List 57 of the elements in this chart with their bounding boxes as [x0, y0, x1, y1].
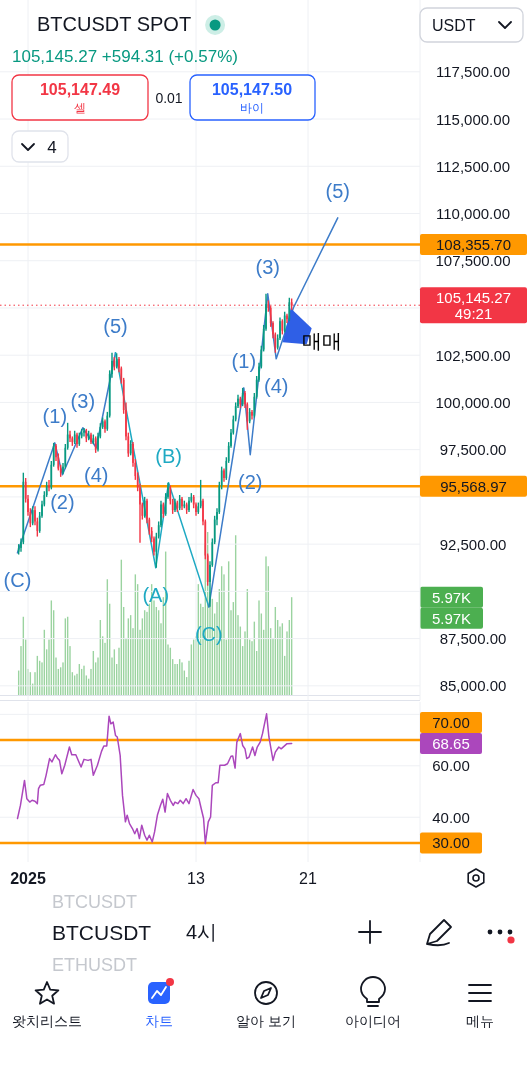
x-tick-label: 2025: [10, 869, 46, 887]
x-tick-label: 21: [299, 869, 317, 887]
annotation: 0.01: [155, 90, 183, 106]
text: BTCUSDT: [52, 920, 152, 944]
annotation: (B): [155, 444, 182, 467]
text: 49:21: [454, 304, 493, 322]
y-tick-label: 97,500.00: [439, 441, 507, 459]
text: 아이디어: [345, 1013, 401, 1029]
ref-line-label: 30.00: [432, 834, 470, 852]
y-tick-label: 87,500.00: [439, 630, 507, 648]
annotation: (3): [255, 255, 280, 278]
ref-line-label: 95,568.97: [440, 477, 507, 495]
annotation: 4: [47, 137, 57, 157]
y-tick-label: 40.00: [432, 808, 470, 826]
y-tick-label: 60.00: [432, 757, 470, 775]
y-tick-label: 110,000.00: [436, 205, 510, 222]
y-tick-label: 115,000.00: [436, 110, 510, 128]
y-tick-label: 112,500.00: [436, 157, 510, 175]
text: ETHUSDT: [52, 955, 137, 975]
text: 알아 보기: [236, 1013, 296, 1029]
annotation: (A): [142, 583, 170, 606]
annotation: (5): [325, 179, 350, 202]
ref-line-label: 105,145.27: [435, 288, 512, 306]
annotation: (4): [263, 374, 289, 397]
annotation: 105,147.50: [211, 80, 293, 98]
annotation: (2): [50, 490, 75, 513]
text: 5.97K: [431, 609, 472, 627]
text: BTCUSDT: [52, 892, 137, 912]
annotation: 바이: [240, 101, 264, 115]
y-tick-label: 107,500.00: [435, 252, 511, 270]
annotation: (C): [3, 568, 32, 591]
y-tick-label: 100,000.00: [435, 393, 511, 411]
annotation: (1): [231, 349, 257, 372]
ref-line-label: 108,355.70: [435, 236, 512, 254]
y-tick-label: 117,500.00: [436, 63, 510, 81]
text: 105,145.27 +594.31 (+0.57%): [12, 46, 238, 66]
text: 왓치리스트: [12, 1013, 82, 1029]
annotation: (3): [70, 389, 96, 412]
text: 차트: [145, 1013, 173, 1029]
text: 메뉴: [466, 1013, 494, 1029]
y-tick-label: 92,500.00: [439, 535, 507, 553]
text: 4시: [186, 921, 218, 943]
y-tick-label: 102,500.00: [435, 346, 511, 364]
text: 68.65: [432, 735, 470, 753]
text: 5.97K: [431, 588, 472, 606]
annotation: (C): [194, 622, 223, 645]
text: USDT: [432, 16, 476, 34]
annotation: 매매: [301, 330, 342, 353]
x-tick-label: 13: [187, 869, 205, 887]
annotation: 셀: [74, 101, 86, 115]
y-tick-label: 85,000.00: [439, 677, 507, 695]
annotation: 105,147.49: [39, 80, 121, 98]
annotation: (4): [84, 463, 109, 486]
text: BTCUSDT SPOT: [37, 13, 192, 35]
ref-line-label: 70.00: [432, 714, 470, 732]
annotation: (5): [103, 314, 128, 337]
annotation: (1): [42, 404, 68, 427]
